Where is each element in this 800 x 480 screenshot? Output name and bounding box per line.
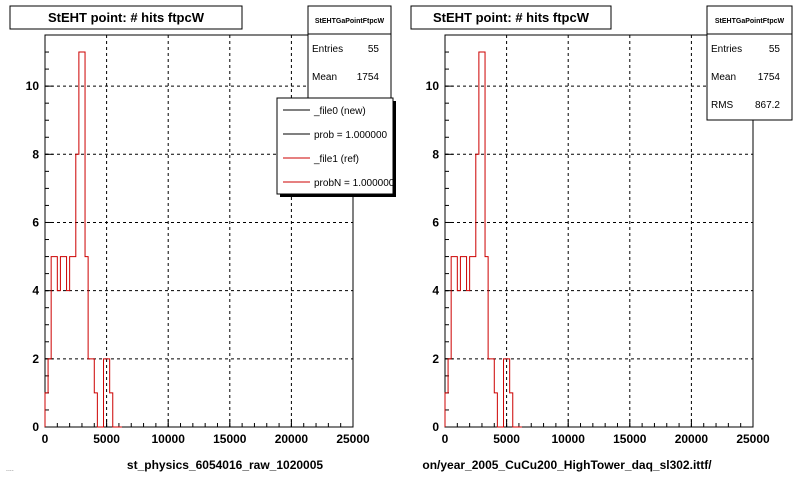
plot-area [444,34,754,428]
chart-title: StEHT point: # hits ftpcW [48,10,205,25]
stats-value: 867.2 [755,100,780,111]
x-tick-label: 0 [42,432,49,446]
x-tick-label: 10000 [152,432,186,446]
y-tick-label: 10 [426,79,440,93]
stats-value: 1754 [357,72,380,83]
x-tick-label: 15000 [613,432,647,446]
y-tick-label: 6 [432,215,439,229]
y-tick-label: 6 [32,215,39,229]
legend-box [276,97,394,195]
legend-label: prob = 1.000000 [314,130,388,141]
legend-label: _file0 (new) [313,106,366,117]
chart-title: StEHT point: # hits ftpcW [433,10,590,25]
x-tick-label: 20000 [275,432,309,446]
legend-label: _file1 (ref) [313,154,359,165]
title-box [9,5,243,30]
stats-label: Mean [312,72,337,83]
y-tick-label: 4 [432,284,439,298]
footer-text: .... [6,466,14,473]
stats-name: StEHTGaPointFtpcW [715,18,785,25]
y-tick-label: 0 [32,420,39,434]
x-tick-label: 5000 [493,432,520,446]
y-tick-label: 8 [32,147,39,161]
y-tick-label: 4 [32,284,39,298]
y-tick-label: 8 [432,147,439,161]
stats-value: 55 [769,44,781,55]
x-axis-label: st_physics_6054016_raw_1020005 [127,458,323,472]
legend-label: probN = 1.000000 [314,178,395,189]
x-tick-label: 25000 [336,432,370,446]
x-tick-label: 20000 [675,432,709,446]
stats-label: Mean [711,72,736,83]
stats-label: Entries [711,44,742,55]
plot-area [44,34,354,428]
histogram-line-series-0 [44,51,122,428]
y-tick-label: 2 [32,352,39,366]
x-tick-label: 0 [442,432,449,446]
x-tick-label: 5000 [93,432,120,446]
x-tick-label: 10000 [552,432,586,446]
title-box [410,5,612,30]
x-tick-label: 25000 [736,432,770,446]
x-axis-label: on/year_2005_CuCu200_HighTower_daq_sl302… [422,458,712,472]
x-tick-label: 15000 [213,432,247,446]
histogram-line-series-0 [444,51,522,428]
stats-value: 1754 [758,72,781,83]
chart-panel-0: 0 5000 10000 15000 20000 25000 0 2 4 6 8 10 StEHT po… [9,5,396,472]
y-tick-label: 10 [26,79,40,93]
stats-label: Entries [312,44,343,55]
stats-value: 55 [368,44,380,55]
chart-panel-1: 0 5000 10000 15000 20000 25000 0 2 4 6 8 10 StEHT po… [410,5,793,472]
stats-label: RMS [711,100,734,111]
y-tick-label: 0 [432,420,439,434]
stats-box [706,5,793,121]
y-tick-label: 2 [432,352,439,366]
stats-name: StEHTGaPointFtpcW [315,18,385,25]
